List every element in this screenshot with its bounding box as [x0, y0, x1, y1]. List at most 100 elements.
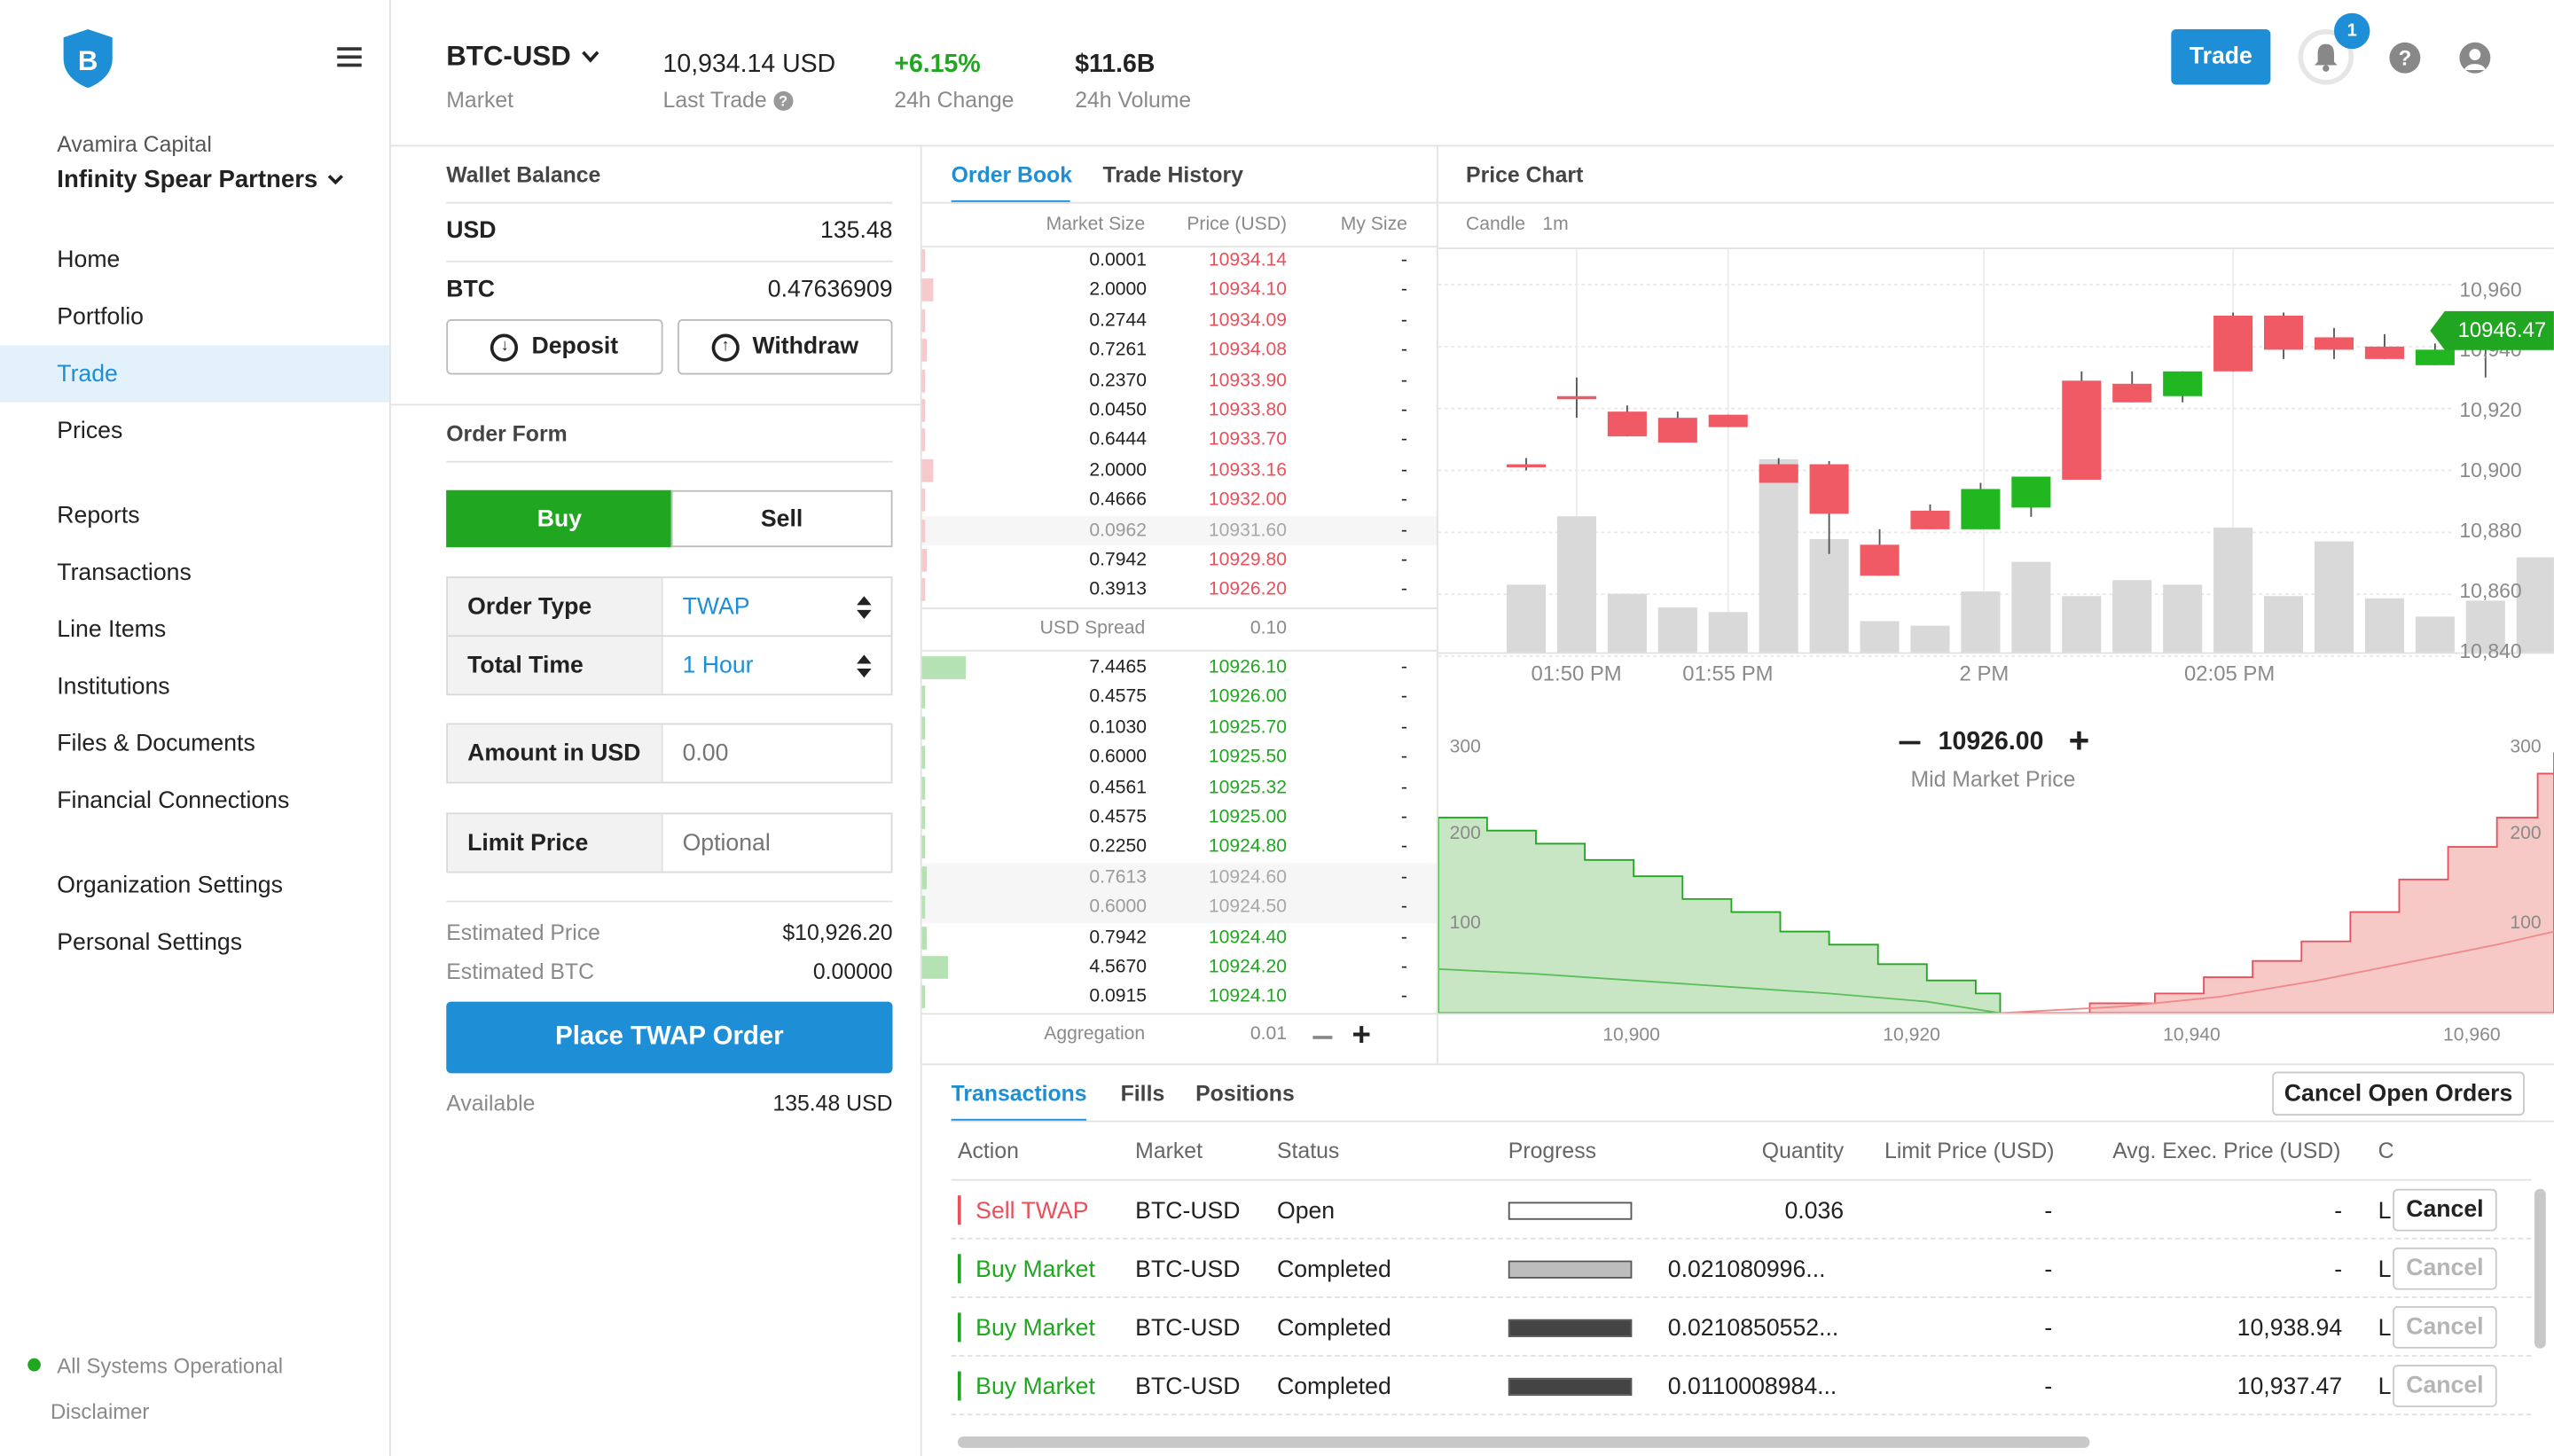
- sell-toggle[interactable]: Sell: [670, 489, 893, 548]
- sidebar-item-trade-active[interactable]: [0, 345, 389, 403]
- cancel-button[interactable]: Cancel: [2393, 1247, 2497, 1290]
- ask-row[interactable]: 0.4666 10932.00 -: [921, 486, 1437, 516]
- limit-price-field[interactable]: Limit Price: [446, 812, 893, 873]
- system-status[interactable]: All Systems Operational: [57, 1353, 284, 1378]
- bid-row[interactable]: 0.4575 10926.00 -: [921, 683, 1437, 713]
- market-size: 0.4575: [1089, 808, 1148, 828]
- cancel-button[interactable]: Cancel: [2393, 1365, 2497, 1407]
- disclaimer-link[interactable]: Disclaimer: [50, 1398, 150, 1424]
- candlestick-chart[interactable]: [1438, 249, 2554, 689]
- ask-row[interactable]: 2.0000 10933.16 -: [921, 456, 1437, 486]
- tab-trade-history[interactable]: Trade History: [1102, 162, 1243, 188]
- order-type-select[interactable]: Order Type TWAP: [446, 576, 893, 638]
- price: 10924.20: [1208, 957, 1287, 978]
- ask-row[interactable]: 0.7261 10934.08 -: [921, 336, 1437, 366]
- menu-icon[interactable]: [337, 47, 362, 67]
- ask-row[interactable]: 0.0962 10931.60 -: [921, 515, 1437, 546]
- ask-row[interactable]: 0.2370 10933.90 -: [921, 366, 1437, 396]
- market-selector[interactable]: BTC-USD: [446, 41, 599, 74]
- sidebar-item-transactions[interactable]: Transactions: [57, 560, 192, 587]
- bid-row[interactable]: 4.5670 10924.20 -: [921, 952, 1437, 982]
- withdraw-button[interactable]: ↑ Withdraw: [678, 318, 893, 375]
- interval-selector[interactable]: 1m: [1542, 215, 1569, 235]
- cancel-button[interactable]: Cancel: [2393, 1306, 2497, 1349]
- buy-toggle[interactable]: Buy: [446, 489, 673, 548]
- sidebar-item-files-documents[interactable]: Files & Documents: [57, 731, 255, 758]
- help-icon[interactable]: ?: [773, 90, 794, 110]
- mid-price-decrease-button[interactable]: [1899, 740, 1921, 745]
- cancel-button[interactable]: Cancel: [2393, 1188, 2497, 1232]
- sidebar-item-institutions[interactable]: Institutions: [57, 674, 170, 701]
- deposit-button[interactable]: ↓ Deposit: [446, 318, 663, 375]
- table-row[interactable]: Buy Market BTC-USD Completed 0.0110008984..…: [951, 1357, 2532, 1416]
- aggregation-decrease-button[interactable]: [1312, 1036, 1333, 1039]
- sidebar-item-organization-settings[interactable]: Organization Settings: [57, 873, 283, 899]
- cancel-open-orders-button[interactable]: Cancel Open Orders: [2272, 1071, 2525, 1116]
- market-size: 0.4666: [1089, 490, 1148, 511]
- sidebar-item-financial-connections[interactable]: Financial Connections: [57, 787, 290, 815]
- sidebar-item-portfolio[interactable]: Portfolio: [57, 304, 145, 331]
- amount-input[interactable]: [682, 740, 872, 767]
- bid-row[interactable]: 0.0915 10924.10 -: [921, 982, 1437, 1013]
- sidebar-item-trade[interactable]: Trade: [57, 361, 118, 388]
- ask-row[interactable]: 2.0000 10934.10 -: [921, 276, 1437, 306]
- bid-row[interactable]: 0.1030 10925.70 -: [921, 713, 1437, 743]
- mid-price-increase-button[interactable]: +: [2068, 719, 2090, 761]
- my-size: -: [1400, 928, 1407, 948]
- btc-balance: 0.47636909: [767, 277, 893, 303]
- side-indicator: [957, 1371, 961, 1401]
- total-time-select[interactable]: Total Time 1 Hour: [446, 635, 893, 696]
- table-row[interactable]: Buy Market BTC-USD Completed 0.0210850552..…: [951, 1298, 2532, 1357]
- market-size: 2.0000: [1089, 460, 1148, 481]
- bid-row[interactable]: 0.7613 10924.60 -: [921, 863, 1437, 893]
- tab-positions[interactable]: Positions: [1195, 1081, 1295, 1107]
- volume-bar: [2213, 528, 2253, 654]
- chevron-down-icon: [581, 51, 599, 63]
- vertical-scrollbar[interactable]: [2534, 1188, 2546, 1349]
- table-row[interactable]: Sell TWAP BTC-USD Open 0.036 - - L Cancel: [951, 1181, 2532, 1240]
- org-switcher[interactable]: Infinity Spear Partners: [57, 166, 344, 194]
- quantity: 0.0210850552...: [1667, 1316, 1839, 1342]
- progress-fill: [1509, 1379, 1631, 1395]
- tab-transactions[interactable]: Transactions: [951, 1081, 1087, 1107]
- aggregation-increase-button[interactable]: +: [1351, 1017, 1371, 1054]
- bid-row[interactable]: 0.4575 10925.00 -: [921, 802, 1437, 833]
- bid-row[interactable]: 0.4561 10925.32 -: [921, 773, 1437, 803]
- sidebar-item-prices[interactable]: Prices: [57, 419, 123, 445]
- sidebar-item-line-items[interactable]: Line Items: [57, 617, 167, 644]
- table-row[interactable]: Buy Market BTC-USD Completed 0.021080996...…: [951, 1240, 2532, 1298]
- tab-fills[interactable]: Fills: [1120, 1081, 1165, 1107]
- sidebar-item-reports[interactable]: Reports: [57, 503, 140, 529]
- sort-arrows-icon: [857, 596, 872, 619]
- ask-row[interactable]: 0.6444 10933.70 -: [921, 426, 1437, 456]
- bid-row[interactable]: 0.7942 10924.40 -: [921, 923, 1437, 953]
- volume-bar: [1759, 458, 1798, 654]
- bid-row[interactable]: 7.4465 10926.10 -: [921, 654, 1437, 684]
- ask-row[interactable]: 0.7942 10929.80 -: [921, 545, 1437, 575]
- limit-price-input[interactable]: [682, 829, 872, 857]
- ask-row[interactable]: 0.0450 10933.80 -: [921, 395, 1437, 426]
- volume-bar: [1506, 584, 1547, 654]
- help-icon[interactable]: ?: [2389, 42, 2421, 74]
- bid-row[interactable]: 0.6000 10925.50 -: [921, 743, 1437, 773]
- bid-row[interactable]: 0.6000 10924.50 -: [921, 892, 1437, 923]
- tab-order-book[interactable]: Order Book: [951, 162, 1073, 188]
- sidebar-item-personal-settings[interactable]: Personal Settings: [57, 929, 243, 957]
- bid-depth-area: [1438, 817, 2002, 1014]
- estimated-price-value: $10,926.20: [782, 920, 893, 945]
- sidebar-item-home[interactable]: Home: [57, 247, 121, 274]
- amount-usd-field[interactable]: Amount in USD: [446, 723, 893, 784]
- horizontal-scrollbar[interactable]: [957, 1436, 2090, 1448]
- place-order-button[interactable]: Place TWAP Order: [446, 1001, 893, 1074]
- user-icon[interactable]: [2459, 42, 2491, 74]
- ask-row[interactable]: 0.3913 10926.20 -: [921, 575, 1437, 606]
- ask-row[interactable]: 0.2744 10934.09 -: [921, 306, 1437, 336]
- notifications-button[interactable]: [2298, 29, 2354, 85]
- depth-chart[interactable]: [1438, 716, 2554, 1014]
- bid-row[interactable]: 0.2250 10924.80 -: [921, 833, 1437, 863]
- last-trade-value: 10,934.14 USD: [662, 50, 836, 79]
- ask-row[interactable]: 0.0001 10934.14 -: [921, 246, 1437, 276]
- app-logo[interactable]: B: [59, 26, 117, 99]
- market: BTC-USD: [1135, 1374, 1241, 1401]
- trade-button[interactable]: Trade: [2171, 29, 2271, 85]
